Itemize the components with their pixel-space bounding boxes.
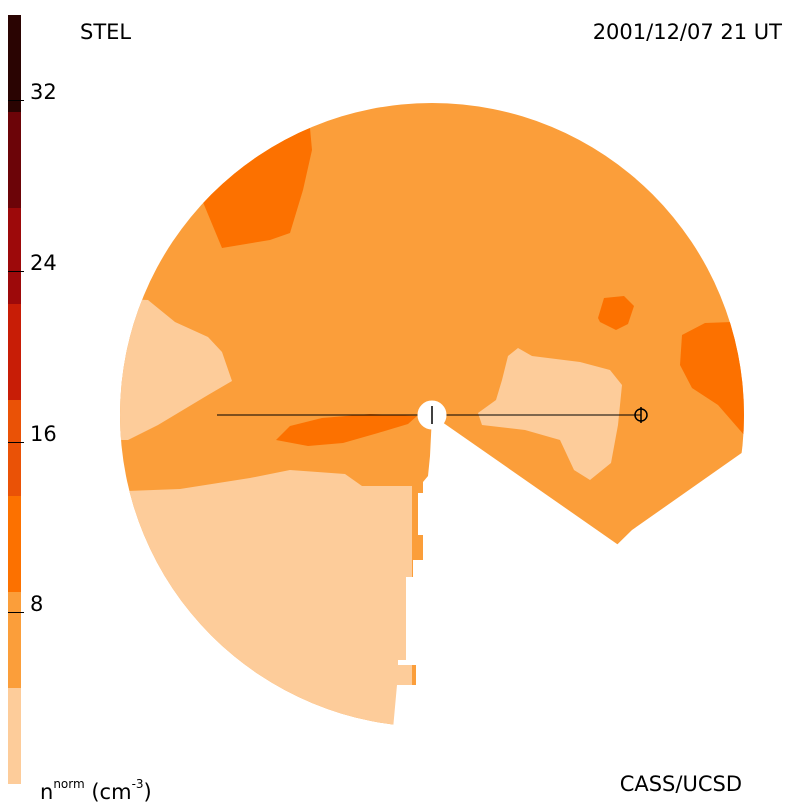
- colorbar-segment: [8, 111, 21, 208]
- units-quantity: n: [40, 780, 54, 804]
- timestamp-label: 2001/12/07 21 UT: [592, 20, 782, 44]
- units-suffix: ): [143, 780, 152, 804]
- density-region-upper-left: [200, 128, 312, 248]
- colorbar-tick-label: 32: [30, 80, 57, 105]
- density-region-left-edge: [120, 298, 232, 440]
- colorbar-tick: [8, 441, 24, 443]
- colorbar-tick: [8, 271, 24, 272]
- density-region-upper-right: [598, 296, 634, 330]
- colorbar-tick-label: 16: [30, 421, 57, 446]
- data-gap-wedge: [392, 415, 780, 740]
- colorbar-tick: [8, 100, 24, 102]
- units-exponent: -3: [131, 777, 144, 791]
- colorbar-segment: [8, 687, 21, 784]
- colorbar-segment: [8, 591, 21, 688]
- units-superscript: norm: [53, 777, 85, 791]
- density-region-left-of-sun: [276, 414, 417, 446]
- colorbar-segment: [8, 399, 21, 496]
- colorbar-segment: [8, 207, 21, 304]
- colorbar-tick: [8, 612, 24, 614]
- colorbar: 8 16 24 32: [8, 15, 57, 784]
- colorbar-segment: [8, 495, 21, 592]
- colorbar-segment: [8, 15, 21, 112]
- colorbar-tick-label: 8: [30, 592, 44, 617]
- colorbar-tick-label: 24: [30, 251, 57, 275]
- colorbar-segment: [8, 303, 21, 400]
- credit-label: CASS/UCSD: [619, 772, 742, 796]
- density-region-near-sun-right: [478, 348, 622, 480]
- density-region-lower-left: [120, 470, 412, 727]
- instrument-label: STEL: [80, 20, 132, 44]
